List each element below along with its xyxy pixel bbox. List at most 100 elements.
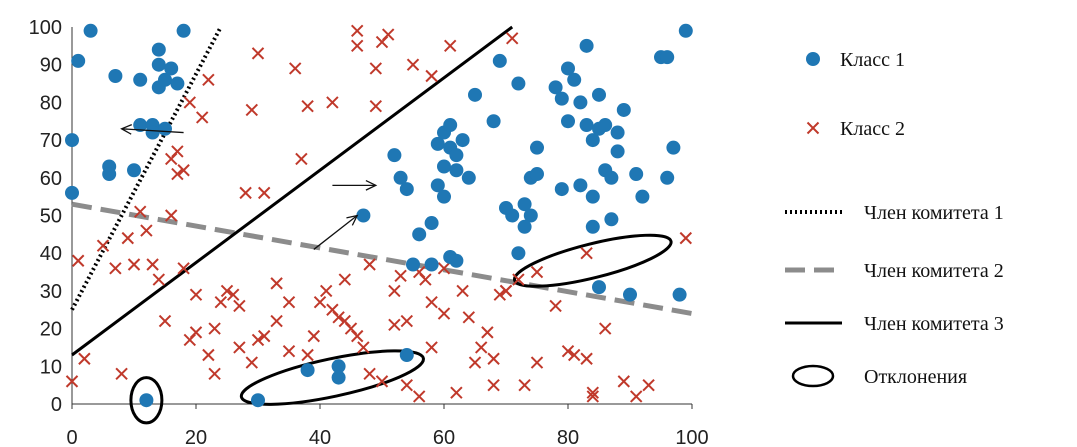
class2-point	[642, 378, 655, 392]
class2-point	[394, 269, 407, 283]
class2-marker-stroke	[71, 254, 85, 267]
class2-marker-stroke	[530, 356, 544, 369]
class2-point	[65, 375, 79, 388]
y-tick-label: 50	[40, 206, 62, 228]
class2-point	[239, 186, 252, 200]
outlier-ellipse	[239, 349, 425, 406]
class2-point	[245, 103, 259, 117]
class2-point	[270, 314, 283, 328]
class2-marker-stroke	[313, 296, 327, 309]
class2-point	[443, 39, 457, 53]
class1-point	[573, 95, 588, 110]
class2-point	[580, 246, 593, 260]
class1-point	[517, 197, 532, 212]
class2-marker-stroke	[530, 265, 544, 279]
legend: Класс 1 Класс 2 Член комитета 1 Член комите…	[785, 49, 1004, 388]
class2-marker-stroke	[164, 209, 178, 222]
class1-point	[449, 163, 464, 178]
class2-marker-stroke	[400, 314, 414, 328]
class2-point	[369, 62, 383, 75]
x-tick-label: 0	[66, 427, 77, 447]
class2-point	[251, 333, 265, 347]
class1-point	[176, 23, 191, 38]
class2-point	[505, 32, 519, 45]
class2-marker-stroke	[270, 314, 283, 328]
class2-point	[400, 314, 414, 328]
class2-marker-stroke	[456, 284, 469, 298]
class2-marker-stroke	[375, 375, 389, 388]
class2-point	[282, 296, 296, 309]
class2-point	[363, 258, 376, 271]
class2-point	[152, 273, 166, 286]
class2-point	[288, 62, 302, 75]
class2-point	[388, 318, 401, 332]
class2-marker-stroke	[133, 205, 147, 218]
class2-point	[115, 367, 128, 381]
class1-point	[678, 23, 693, 38]
class2-marker-stroke	[443, 39, 457, 53]
class2-point	[183, 96, 197, 109]
class1-point	[499, 200, 513, 215]
legend-label: Отклонения	[864, 366, 967, 388]
class1-point	[449, 253, 464, 268]
committee-line-1	[70, 26, 223, 311]
class2-marker-stroke	[127, 258, 141, 271]
class1-point	[300, 363, 315, 378]
class1-point	[71, 53, 86, 68]
class2-point	[580, 352, 593, 365]
class2-point	[381, 28, 395, 41]
class2-point	[319, 284, 333, 298]
class2-point	[158, 314, 172, 328]
class2-point	[512, 273, 525, 286]
class2-point	[71, 254, 85, 267]
y-tick-label: 60	[40, 168, 62, 190]
class2-marker-stroke	[425, 69, 438, 83]
annotation-arrow	[332, 179, 378, 191]
class1-point	[108, 69, 123, 84]
class2-point	[530, 265, 544, 279]
class1-point	[158, 121, 172, 136]
class2-marker-stroke	[332, 311, 345, 324]
class2-point	[233, 341, 246, 354]
class2-marker-stroke	[146, 258, 159, 271]
legend-item: Класс 2	[806, 118, 905, 140]
class2-marker-stroke	[567, 348, 581, 362]
class2-point	[567, 348, 581, 362]
class2-marker-stroke	[257, 329, 271, 343]
class2-point	[598, 322, 612, 335]
class2-marker-stroke	[369, 62, 383, 75]
class2-point	[493, 288, 507, 301]
class2-marker-stroke	[437, 307, 451, 320]
class2-marker-stroke	[350, 39, 364, 53]
class2-marker-stroke	[295, 152, 308, 166]
arrow-head	[120, 124, 133, 135]
class2-marker-stroke	[425, 296, 438, 309]
class2-marker-stroke	[437, 262, 451, 275]
class1-point	[511, 76, 526, 91]
y-tick-label: 10	[40, 356, 62, 378]
class2-point	[375, 375, 389, 388]
class1-point	[604, 212, 619, 227]
class2-point	[425, 69, 438, 83]
class2-marker-stroke	[344, 322, 358, 335]
class1-point	[437, 159, 451, 174]
class2-point	[96, 239, 110, 252]
class2-marker-stroke	[350, 24, 364, 37]
class2-marker-stroke	[357, 341, 370, 354]
class2-point	[350, 39, 364, 53]
class1-point	[133, 72, 148, 87]
class2-point	[350, 24, 364, 37]
annotation-arrow	[120, 124, 184, 135]
class2-point	[195, 111, 209, 124]
class2-marker-stroke	[400, 378, 414, 392]
y-tick-label: 0	[51, 394, 62, 416]
class2-point	[233, 299, 246, 313]
class2-point	[257, 329, 271, 343]
class2-marker-stroke	[549, 299, 562, 313]
data-points	[65, 23, 693, 408]
outlier-ellipse	[129, 376, 164, 425]
class2-marker-stroke	[474, 341, 488, 354]
class1-point	[127, 163, 141, 178]
class2-point	[177, 262, 190, 275]
